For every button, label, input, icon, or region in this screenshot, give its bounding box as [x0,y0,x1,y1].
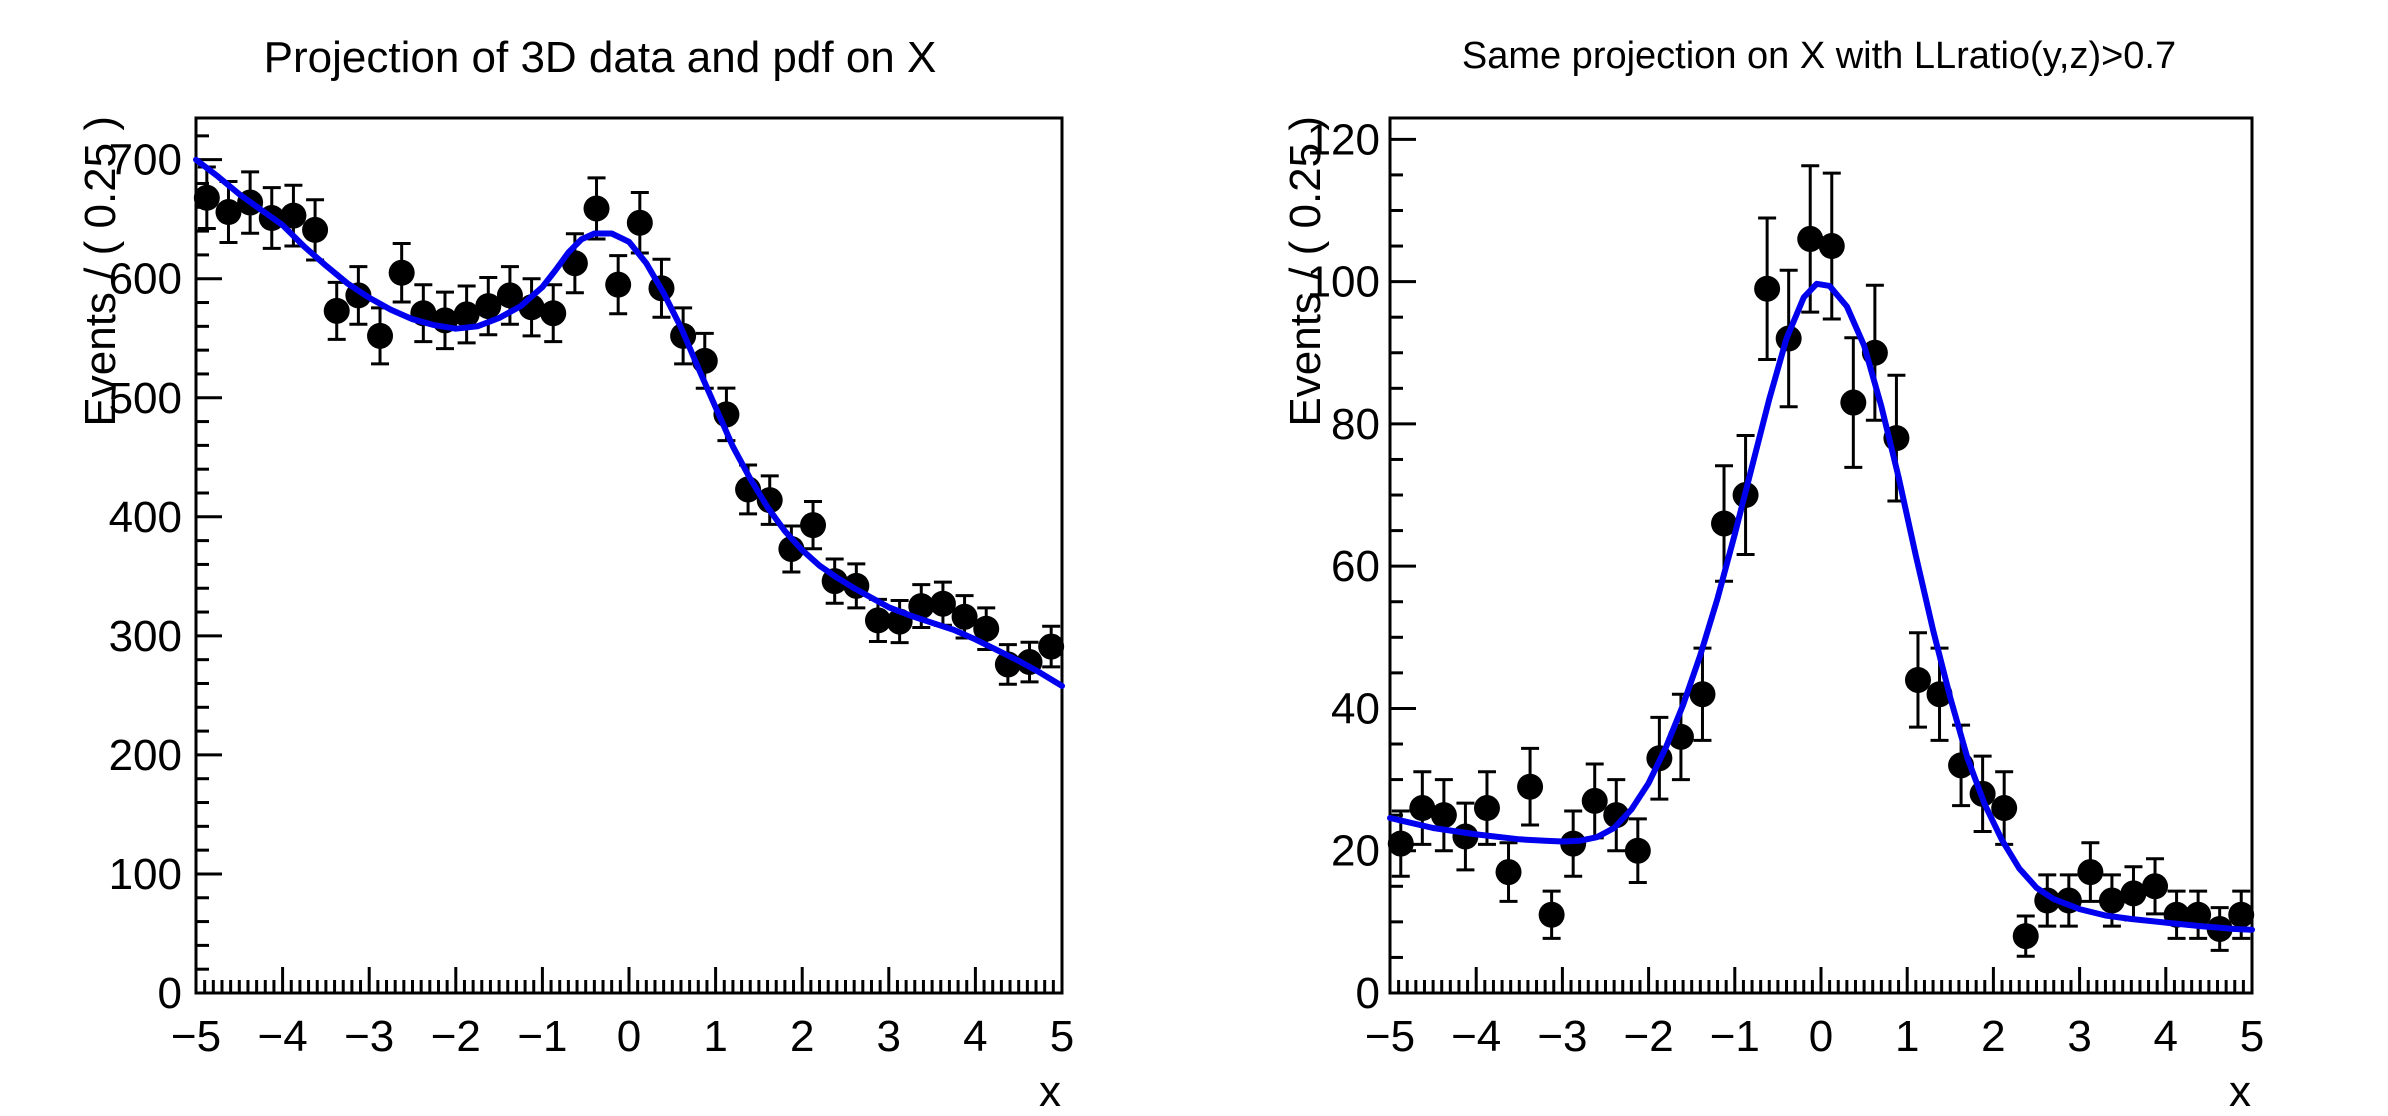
y-tick-label: 200 [109,731,182,780]
plot-frame [194,116,1064,995]
y-tick-label: 500 [109,374,182,423]
y-tick-label: 40 [1331,684,1380,733]
data-point [1689,681,1716,708]
x-tick-label: 2 [1981,1012,2005,1061]
y-tick-label: 600 [109,255,182,304]
data-point [453,301,480,328]
right-projection-plot: Same projection on X with LLratio(y,z)>0… [1281,35,2265,1116]
data-point [605,271,632,298]
data-point [475,293,502,320]
data-point [2098,887,2125,914]
data-point [2142,873,2169,900]
data-point [756,487,783,514]
x-tick-label: 4 [2154,1012,2178,1061]
y-tick-label: 700 [109,136,182,185]
x-tick-label: 0 [1809,1012,1833,1061]
data-point [323,297,350,324]
y-tick-label: 100 [1307,258,1380,307]
x-tick-label: −3 [1537,1012,1587,1061]
y-tick-label: 80 [1331,400,1380,449]
left-x-axis-title: x [1039,1067,1061,1116]
data-point [1387,830,1414,857]
data-point [367,322,394,349]
x-tick-label: −1 [1710,1012,1760,1061]
x-tick-label: 1 [1895,1012,1919,1061]
data-point [2012,923,2039,950]
data-point [215,199,242,226]
right-plot-title: Same projection on X with LLratio(y,z)>0… [1462,35,2176,77]
data-point [1538,901,1565,928]
x-tick-label: 0 [617,1012,641,1061]
data-point [2185,901,2212,928]
x-tick-label: −5 [1365,1012,1415,1061]
data-point [2077,859,2104,886]
data-point [1624,837,1651,864]
data-point [1818,233,1845,260]
x-tick-label: 1 [703,1012,727,1061]
x-tick-label: −4 [258,1012,308,1061]
y-tick-label: 60 [1331,542,1380,591]
right-x-axis-title: x [2229,1067,2251,1116]
data-point [1473,795,1500,822]
x-tick-label: −5 [171,1012,221,1061]
y-tick-label: 0 [158,969,182,1018]
data-point [193,184,220,211]
left-projection-plot: Projection of 3D data and pdf on X Event… [76,33,1074,1116]
x-tick-label: −2 [1624,1012,1674,1061]
x-tick-label: 4 [963,1012,987,1061]
data-point [1430,802,1457,829]
data-point [1797,225,1824,252]
x-tick-label: 2 [790,1012,814,1061]
x-tick-label: −4 [1451,1012,1501,1061]
x-tick-label: 5 [2240,1012,2264,1061]
data-point [1711,510,1738,537]
data-point [2228,901,2255,928]
data-point [540,300,567,327]
y-tick-label: 100 [109,850,182,899]
x-tick-label: −3 [344,1012,394,1061]
data-point [908,593,935,620]
left-chart-area: −5 −4 −3 −2 −1 0 1 2 3 4 5 0 100 200 300 400 500 600 700 [109,116,1074,1061]
y-tick-label: 120 [1307,115,1380,164]
y-tick-label: 20 [1331,827,1380,876]
y-tick-label: 0 [1356,969,1380,1018]
data-point [1754,275,1781,302]
left-pad: Projection of 3D data and pdf on X Event… [76,33,1074,1116]
left-plot-title: Projection of 3D data and pdf on X [264,33,937,82]
data-point [1991,795,2018,822]
data-point [2120,880,2147,907]
x-tick-label: 5 [1050,1012,1074,1061]
data-point [496,282,523,309]
x-tick-label: 3 [877,1012,901,1061]
data-point [800,512,827,539]
data-point [1517,773,1544,800]
pdf-curve [193,156,1065,689]
y-tick-label: 300 [109,612,182,661]
data-point [583,195,610,222]
data-point [1581,787,1608,814]
x-tick-label: −1 [517,1012,567,1061]
right-chart-area: −5 −4 −3 −2 −1 0 1 2 3 4 5 0 20 40 60 80 100 120 [1307,115,2265,1061]
data-point [1038,633,1065,660]
right-pad: Same projection on X with LLratio(y,z)>0… [1194,0,2388,1116]
x-tick-label: 3 [2067,1012,2091,1061]
data-point [864,607,891,634]
pdf-curve [1387,280,2255,933]
data-point [626,209,653,236]
data-point [1904,666,1931,693]
data-point [1409,795,1436,822]
data-point [280,202,307,229]
data-point [1495,859,1522,886]
data-point [1840,389,1867,416]
data-point [388,259,415,286]
x-tick-label: −2 [431,1012,481,1061]
right-y-axis-title: Events / ( 0.25 ) [1281,116,1330,427]
y-tick-label: 400 [109,493,182,542]
data-point [951,603,978,630]
left-y-axis-title: Events / ( 0.25 ) [76,116,125,427]
data-point [929,590,956,617]
data-point [973,615,1000,642]
data-point [302,216,329,243]
